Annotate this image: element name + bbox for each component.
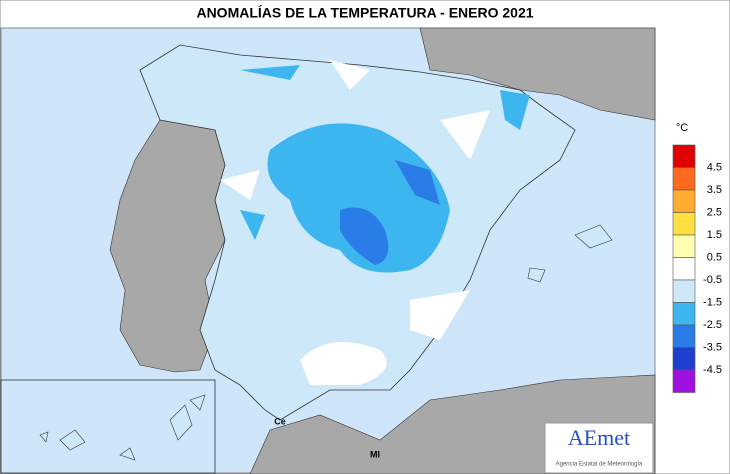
legend-swatch (672, 212, 696, 236)
france (419, 27, 656, 121)
legend-label: 1.5 (707, 229, 722, 241)
legend-swatch (672, 347, 696, 371)
very-cold-area (340, 160, 440, 265)
legend-swatch (672, 167, 696, 191)
logo-box (544, 422, 654, 474)
canary-islands (39, 394, 206, 461)
legend-swatch (672, 257, 696, 281)
legend-swatch (672, 234, 696, 258)
legend-label: -1.5 (703, 296, 722, 308)
legend-unit: °C (676, 122, 688, 134)
legend: °C 4.5 3.5 2.5 1.5 0.5 -0.5 -1.5 -2.5 -3.5 -4.5 (672, 122, 722, 393)
legend-swatch (672, 279, 696, 303)
legend-label: 4.5 (707, 161, 722, 173)
legend-label: -4.5 (703, 364, 722, 376)
warm-area (220, 60, 490, 385)
legend-label: 0.5 (707, 251, 722, 263)
map: Ce Ml AEmet Agencia Estatal de Meteorolo… (0, 27, 656, 474)
legend-swatch (672, 189, 696, 213)
city-label: Ml (370, 449, 380, 459)
legend-swatch (672, 369, 696, 393)
legend-label: -2.5 (703, 319, 722, 331)
legend-swatch (672, 302, 696, 326)
legend-label: -0.5 (703, 274, 722, 286)
cold-area (240, 65, 530, 273)
legend-label: 3.5 (707, 184, 722, 196)
legend-label: -3.5 (703, 341, 722, 353)
legend-swatch (672, 324, 696, 348)
balearic-islands (527, 224, 613, 283)
legend-label: 2.5 (707, 206, 722, 218)
logo-subtitle: Agencia Estatal de Meteorología (556, 462, 643, 468)
logo: AEmet (568, 425, 630, 450)
city-label: Ce (274, 416, 286, 426)
title: ANOMALÍAS DE LA TEMPERATURA - ENERO 2021 (196, 5, 533, 21)
legend-swatch (672, 144, 696, 168)
